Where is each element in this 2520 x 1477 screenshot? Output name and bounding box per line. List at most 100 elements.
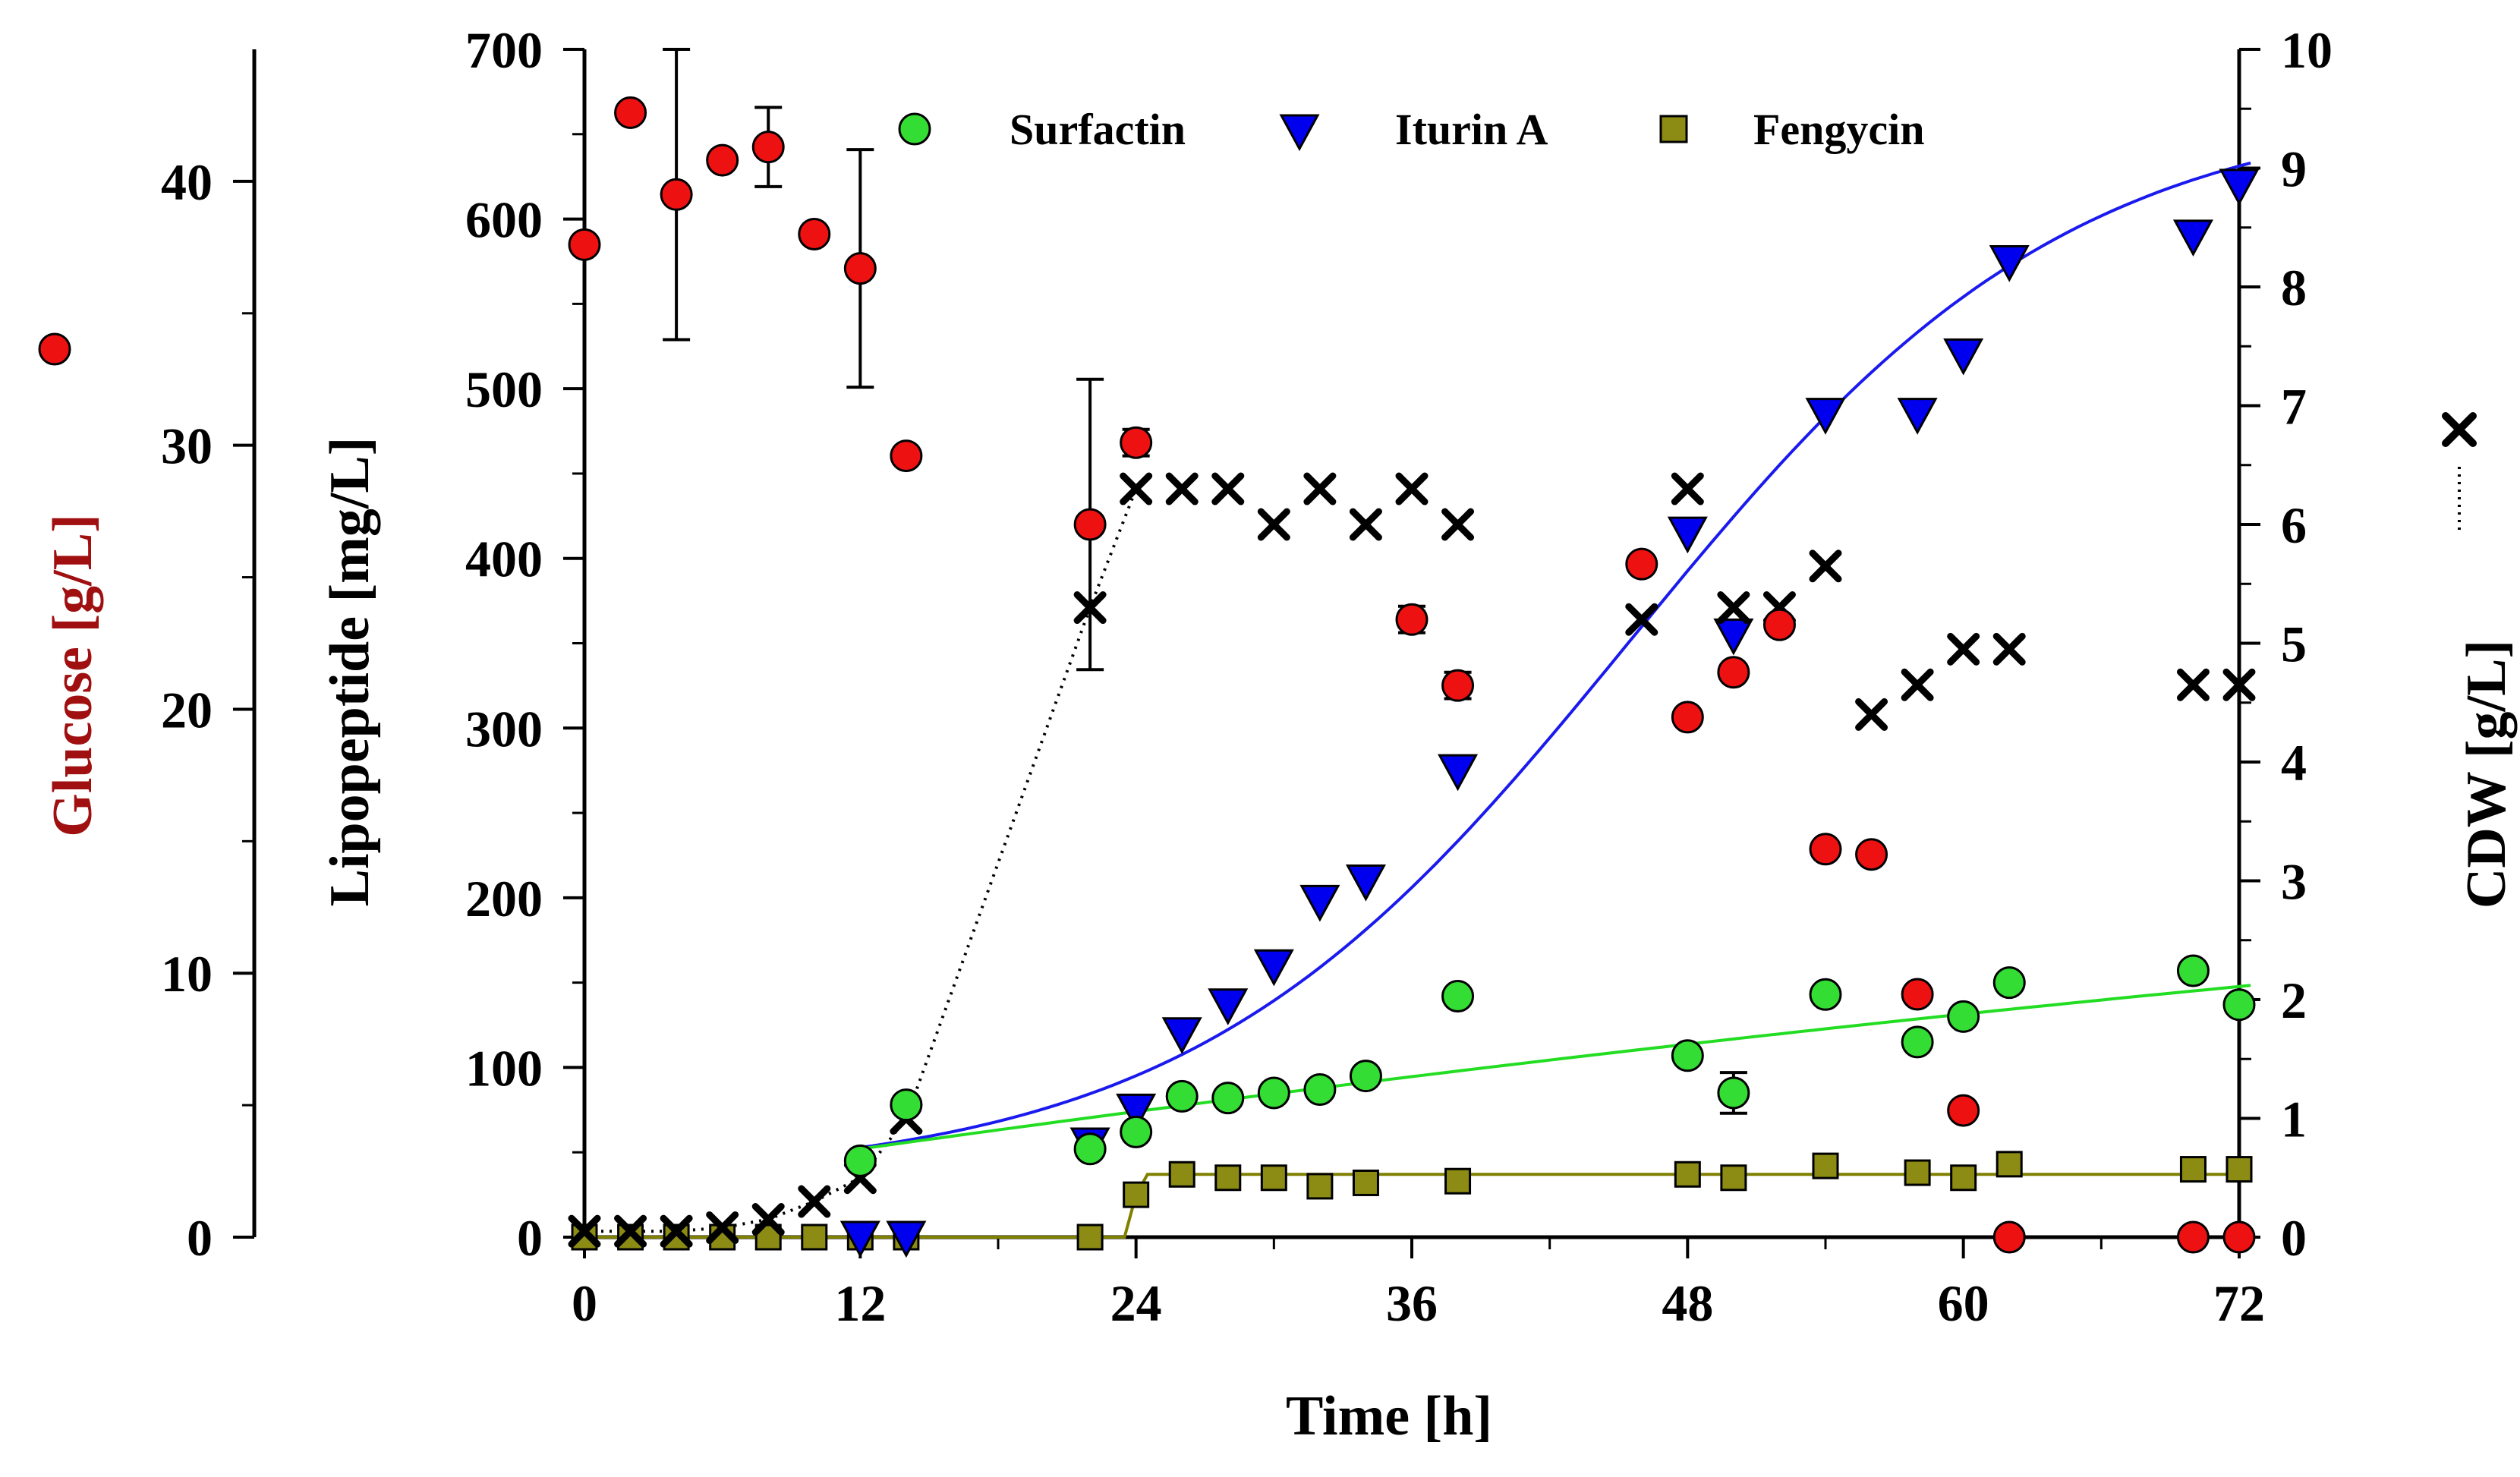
fengycin-point — [1996, 1151, 2023, 1178]
iturin-a-point — [1943, 338, 1984, 376]
cdw-point — [2222, 668, 2256, 701]
cdw-point — [1671, 472, 1704, 505]
error-bars — [663, 48, 1747, 1115]
fengycin-point — [801, 1223, 828, 1251]
data-markers — [568, 96, 2260, 1258]
fengycin-point — [1123, 1181, 1150, 1208]
cdw-point — [614, 1214, 647, 1248]
fengycin-point — [1444, 1167, 1472, 1195]
surfactin-point — [1073, 1132, 1107, 1166]
lipopeptide-tick-label: 0 — [517, 1209, 543, 1267]
glucose-tick-label: 20 — [161, 681, 213, 738]
iturin-a-fit-curve — [860, 161, 2251, 1149]
glucose-point — [1947, 1094, 1980, 1127]
glucose-point — [1441, 669, 1475, 702]
glucose-tick-label: 40 — [161, 153, 213, 211]
iturin-a-point — [2172, 219, 2213, 257]
cdw-tick-label: 3 — [2281, 853, 2307, 911]
iturin-a-point — [1299, 884, 1340, 922]
fit-curves — [584, 161, 2251, 1239]
legend-label-iturin-a: Iturin A — [1395, 105, 1548, 154]
cdw-point — [706, 1211, 739, 1244]
surfactin-point — [1165, 1079, 1199, 1113]
glucose-point — [1395, 603, 1429, 636]
cdw-tick-label: 0 — [2281, 1209, 2307, 1267]
x-tick-label: 0 — [572, 1274, 597, 1332]
lipopeptide-tick-label: 400 — [465, 531, 543, 588]
glucose-axis-marker — [38, 332, 71, 366]
lipopeptide-tick-label: 600 — [465, 191, 543, 249]
x-tick-label: 36 — [1386, 1274, 1438, 1332]
glucose-point — [751, 131, 785, 164]
surfactin-point — [843, 1144, 877, 1177]
surfactin-point — [1947, 1000, 1980, 1033]
fengycin-point — [1214, 1164, 1242, 1192]
lipopeptide-axis-title: Lipopeptide [mg/L] — [319, 437, 381, 907]
iturin-a-point — [1253, 949, 1294, 987]
iturin-a-point — [1989, 244, 2030, 282]
glucose-point — [660, 178, 693, 211]
glucose-point — [1762, 608, 1796, 641]
surfactin-point — [1257, 1076, 1290, 1110]
cdw-point — [568, 1214, 601, 1248]
surfactin-point — [1671, 1039, 1704, 1072]
glucose-point — [1992, 1220, 2026, 1254]
cdw-tick-label: 1 — [2281, 1091, 2307, 1148]
lipopeptide-tick-label: 200 — [465, 870, 543, 927]
cdw-axis-title: CDW [g/L] — [2455, 640, 2518, 909]
glucose-point — [1855, 838, 1888, 871]
cdw-point — [1809, 550, 1842, 583]
glucose-tick-label: 30 — [161, 417, 213, 475]
cdw-tick-label: 10 — [2281, 21, 2333, 79]
cdw-point — [751, 1203, 785, 1236]
glucose-point — [1625, 547, 1658, 581]
cdw-point — [1257, 508, 1290, 541]
glucose-tick-label: 10 — [161, 945, 213, 1003]
surfactin-point — [1901, 1025, 1934, 1059]
x-tick-label: 48 — [1662, 1274, 1713, 1332]
glucose-point — [890, 439, 923, 473]
surfactin-point — [1211, 1082, 1245, 1115]
iturin-a-point — [1667, 516, 1708, 554]
cdw-tick-label: 2 — [2281, 972, 2307, 1029]
iturin-a-point — [1897, 398, 1938, 435]
fengycin-point — [1352, 1169, 1379, 1196]
x-tick-label: 60 — [1938, 1274, 1989, 1332]
glucose-point — [2176, 1220, 2210, 1254]
surfactin-point — [1809, 978, 1842, 1011]
fengycin-point — [2179, 1156, 2207, 1183]
fengycin-point — [1168, 1160, 1195, 1188]
glucose-point — [614, 96, 647, 129]
surfactin-point — [1717, 1076, 1750, 1110]
cdw-axis-marker — [2442, 412, 2477, 447]
cdw-point — [1395, 472, 1429, 505]
glucose-point — [1073, 508, 1107, 541]
lipopeptide-tick-label: 700 — [465, 21, 543, 79]
cdw-tick-label: 9 — [2281, 140, 2307, 198]
x-tick-label: 72 — [2213, 1274, 2265, 1332]
x-axis-title: Time [h] — [1286, 1385, 1492, 1447]
iturin-a-point — [886, 1220, 927, 1258]
cdw-tick-label: 8 — [2281, 259, 2307, 316]
glucose-point — [568, 228, 601, 261]
legend-label-surfactin: Surfactin — [1010, 105, 1186, 154]
legend-label-fengycin: Fengycin — [1753, 105, 1925, 154]
cdw-point — [660, 1214, 693, 1248]
cdw-point — [1211, 472, 1245, 505]
cdw-tick-label: 7 — [2281, 378, 2307, 436]
cdw-point — [1625, 603, 1658, 636]
surfactin-point — [1349, 1060, 1382, 1093]
cdw-point — [1992, 632, 2026, 666]
surfactin-fit-curve — [860, 984, 2251, 1151]
legend-marker-fengycin — [1659, 115, 1688, 143]
axis-ticks: 0 12 24 36 48 60 72010020030040050060070001020… — [161, 21, 2333, 1332]
surfactin-point — [890, 1088, 923, 1122]
glucose-point — [2222, 1220, 2256, 1254]
glucose-point — [798, 217, 831, 250]
axes — [252, 49, 2241, 1239]
lipopeptide-tick-label: 500 — [465, 361, 543, 418]
lipopeptide-tick-label: 300 — [465, 700, 543, 757]
legend: Surfactin Iturin A Fengycin — [898, 105, 1925, 154]
cdw-point — [1073, 591, 1107, 625]
